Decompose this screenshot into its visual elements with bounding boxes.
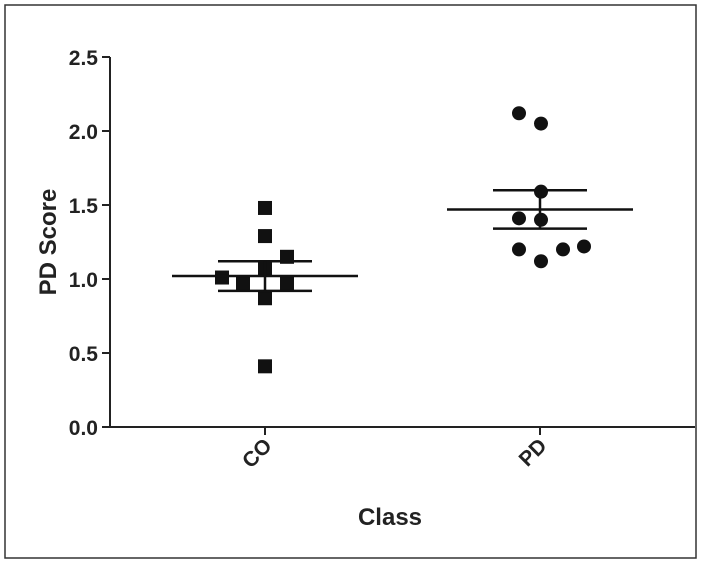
x-tick-label: CO [238, 434, 277, 473]
frame [4, 4, 697, 559]
data-point [512, 211, 526, 226]
y-tick-label: 1.5 [69, 195, 99, 218]
data-point [512, 242, 526, 257]
x-axis-label: Class [358, 504, 422, 531]
data-point [258, 291, 272, 306]
data-point [236, 276, 250, 291]
y-tick-label: 2.0 [69, 121, 98, 144]
y-tick-label: 0.0 [69, 417, 98, 440]
data-point [280, 276, 294, 291]
y-tick-label: 1.0 [69, 269, 98, 292]
y-axis-label: PD Score [35, 189, 62, 296]
data-point [215, 270, 229, 285]
data-point [534, 116, 548, 131]
x-tick-label: PD [515, 434, 552, 471]
y-tick-label: 0.5 [69, 343, 99, 366]
data-point [577, 239, 591, 254]
data-point [258, 229, 272, 244]
data-point [512, 106, 526, 121]
y-tick-label: 2.5 [69, 47, 99, 70]
data-point [258, 200, 272, 215]
data-point [534, 254, 548, 269]
data-point [258, 359, 272, 374]
data-point [556, 242, 570, 257]
